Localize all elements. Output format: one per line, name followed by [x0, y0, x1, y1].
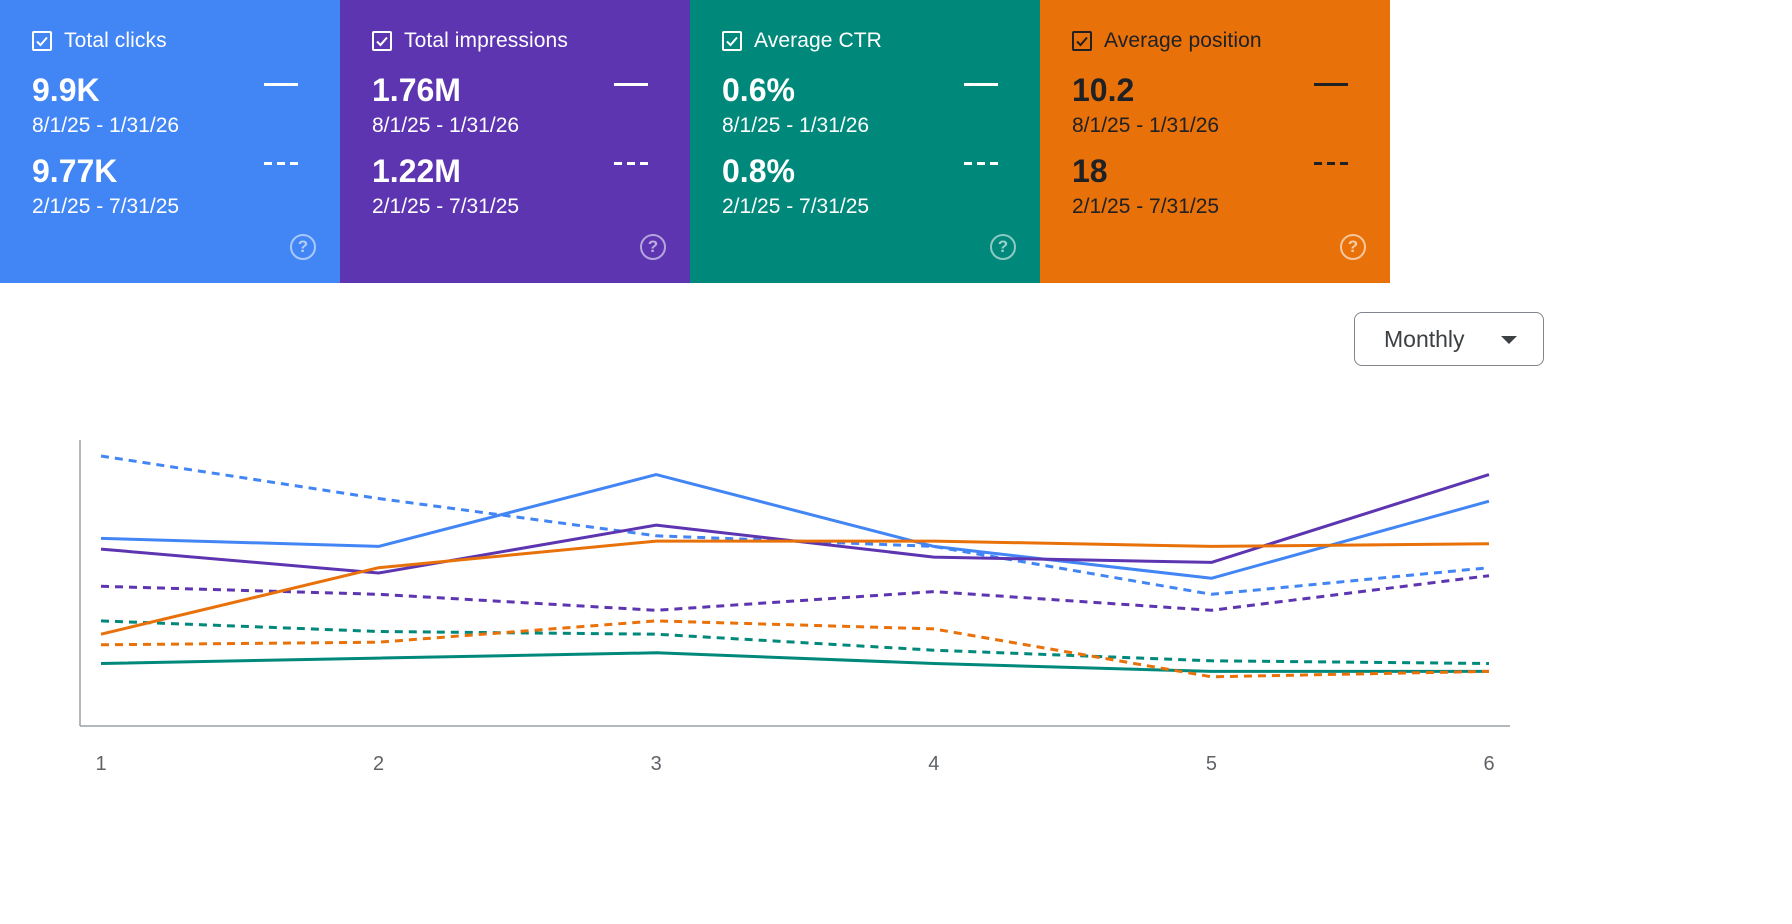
solid-line-legend-icon [614, 83, 648, 86]
checkbox-checked-icon[interactable] [32, 31, 52, 51]
metric-card-total-impressions[interactable]: Total impressions 1.76M 8/1/25 - 1/31/26… [340, 0, 690, 283]
dashed-line-legend-icon [1314, 162, 1348, 165]
current-range: 8/1/25 - 1/31/26 [1072, 114, 1220, 137]
x-tick-label: 6 [1483, 753, 1494, 775]
previous-range: 2/1/25 - 7/31/25 [372, 195, 520, 218]
previous-range: 2/1/25 - 7/31/25 [1072, 195, 1220, 218]
solid-line-legend-icon [1314, 83, 1348, 86]
metric-label: Total clicks [64, 29, 167, 52]
dashed-line-legend-icon [614, 162, 648, 165]
performance-line-chart: 1 2 3 4 5 6 [79, 440, 1510, 775]
metric-label: Total impressions [404, 29, 568, 52]
solid-line-legend-icon [264, 83, 298, 86]
metric-label: Average CTR [754, 29, 882, 52]
current-range: 8/1/25 - 1/31/26 [722, 114, 870, 137]
solid-line-legend-icon [964, 83, 998, 86]
previous-range: 2/1/25 - 7/31/25 [722, 195, 870, 218]
x-tick-label: 1 [95, 753, 106, 775]
caret-down-icon [1501, 336, 1517, 344]
help-icon[interactable]: ? [290, 234, 316, 260]
current-range: 8/1/25 - 1/31/26 [372, 114, 520, 137]
metric-card-average-ctr[interactable]: Average CTR 0.6% 8/1/25 - 1/31/26 0.8% 2… [690, 0, 1040, 283]
current-value: 0.6% [722, 72, 795, 108]
help-icon[interactable]: ? [1340, 234, 1366, 260]
help-icon[interactable]: ? [990, 234, 1016, 260]
series-line-total-clicks-solid [100, 473, 1490, 580]
series-line-total-clicks-dashed [100, 454, 1490, 596]
metric-header: Total clicks [32, 29, 167, 53]
metric-header: Total impressions [372, 29, 568, 53]
series-line-average-ctr-solid [100, 651, 1489, 673]
help-icon[interactable]: ? [640, 234, 666, 260]
previous-value: 0.8% [722, 153, 795, 189]
current-range: 8/1/25 - 1/31/26 [32, 114, 180, 137]
metric-card-average-position[interactable]: Average position 10.2 8/1/25 - 1/31/26 1… [1040, 0, 1390, 283]
metric-header: Average position [1072, 29, 1262, 53]
metric-label: Average position [1104, 29, 1262, 52]
checkbox-checked-icon[interactable] [1072, 31, 1092, 51]
dashed-line-legend-icon [264, 162, 298, 165]
series-line-average-position-dashed [100, 619, 1490, 679]
current-value: 10.2 [1072, 72, 1135, 108]
current-value: 9.9K [32, 72, 100, 108]
x-tick-label: 4 [928, 753, 939, 775]
x-tick-label: 3 [651, 753, 662, 775]
x-tick-label: 2 [373, 753, 384, 775]
previous-range: 2/1/25 - 7/31/25 [32, 195, 180, 218]
checkbox-checked-icon[interactable] [372, 31, 392, 51]
period-dropdown[interactable]: Monthly [1354, 312, 1544, 366]
previous-value: 9.77K [32, 153, 118, 189]
series-line-average-position-solid [100, 539, 1490, 636]
previous-value: 1.22M [372, 153, 461, 189]
series-line-total-impressions-dashed [100, 574, 1490, 612]
dashed-line-legend-icon [964, 162, 998, 165]
series-line-average-ctr-dashed [100, 619, 1490, 665]
metric-card-total-clicks[interactable]: Total clicks 9.9K 8/1/25 - 1/31/26 9.77K… [0, 0, 340, 283]
period-dropdown-value: Monthly [1384, 325, 1465, 352]
metric-header: Average CTR [722, 29, 882, 53]
previous-value: 18 [1072, 153, 1108, 189]
x-tick-label: 5 [1206, 753, 1217, 775]
current-value: 1.76M [372, 72, 461, 108]
checkbox-checked-icon[interactable] [722, 31, 742, 51]
metric-cards: Total clicks 9.9K 8/1/25 - 1/31/26 9.77K… [0, 0, 1390, 283]
